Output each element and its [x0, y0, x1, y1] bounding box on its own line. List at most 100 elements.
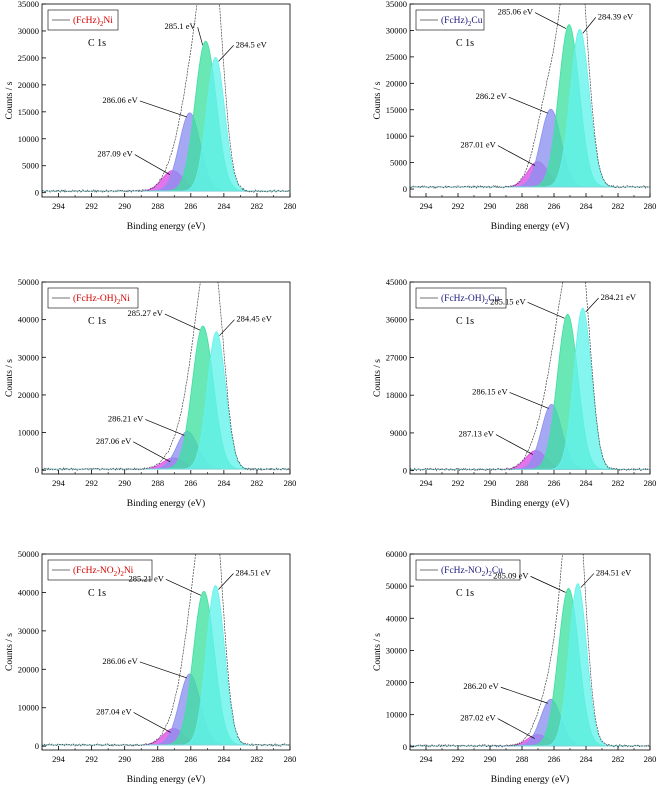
xps-panel-1: 294 292 290 288 286 284 282 280 0 5000 10000 15000 2…	[5, 0, 296, 232]
peak-label-leader	[197, 27, 204, 46]
x-tick-label: 288	[151, 201, 164, 211]
plot-frame	[41, 553, 291, 751]
peak-label-leader	[134, 154, 170, 175]
legend-box	[47, 559, 153, 581]
x-tick-label: 290	[118, 754, 131, 764]
y-tick-label: 40000	[18, 315, 39, 325]
peak-label-leader	[527, 301, 565, 319]
y-tick-label: 10000	[386, 131, 407, 141]
x-tick-label: 290	[484, 201, 497, 211]
y-axis-label: Counts / s	[373, 359, 383, 397]
core-level-annotation: C 1s	[88, 316, 106, 327]
x-tick-label: 284	[580, 201, 594, 211]
x-tick-label: 284	[217, 754, 231, 764]
peak-label: 284.21 eV	[601, 292, 637, 302]
peak-label: 287.01 eV	[460, 140, 496, 150]
xps-panel-3: 294 292 290 288 286 284 282 280 0 10000 20000 30000…	[5, 277, 297, 509]
y-axis-label: Counts / s	[5, 81, 15, 119]
x-tick-label: 290	[484, 478, 497, 488]
y-tick-label: 15000	[18, 107, 39, 117]
peak-label-leader	[585, 297, 599, 313]
plot-area	[410, 282, 650, 472]
legend-box	[415, 559, 521, 581]
y-tick-label: 30000	[18, 26, 39, 36]
peak-label: 287.06 eV	[96, 436, 132, 446]
x-tick-label: 286	[548, 201, 561, 211]
x-tick-label: 282	[251, 754, 264, 764]
x-axis-label: Binding energy (eV)	[491, 221, 569, 232]
peak-label: 286.2 eV	[476, 91, 508, 101]
y-tick-label: 20000	[18, 80, 39, 90]
y-tick-label: 20000	[18, 664, 39, 674]
y-tick-label: 5000	[22, 161, 39, 171]
x-tick-label: 282	[612, 478, 625, 488]
y-tick-label: 0	[403, 184, 407, 194]
x-tick-label: 286	[184, 478, 197, 488]
x-tick-label: 288	[516, 201, 529, 211]
y-tick-label: 10000	[18, 703, 39, 713]
peak-label: 285.21 eV	[128, 573, 164, 583]
legend-label: (FcHz-NO2)2Cu	[441, 565, 503, 578]
peak-label-leader	[218, 45, 234, 62]
y-tick-label: 20000	[386, 678, 407, 688]
y-tick-label: 10000	[18, 428, 39, 438]
y-tick-label: 0	[403, 466, 407, 476]
x-tick-label: 284	[580, 478, 594, 488]
x-tick-label: 292	[85, 478, 98, 488]
peak-label: 286.21 eV	[108, 413, 144, 423]
x-tick-label: 282	[251, 201, 264, 211]
y-tick-label: 30000	[386, 25, 407, 35]
peak-label-leader	[500, 686, 548, 704]
peak-label-leader	[139, 661, 187, 679]
plot-area	[410, 554, 650, 748]
peak-label: 286.06 eV	[102, 95, 138, 105]
peak-label-leader	[133, 712, 171, 733]
y-tick-label: 25000	[18, 53, 39, 63]
xps-panel-6: 294 292 290 288 286 284 282 280 0 10000 20000 30000…	[373, 549, 657, 785]
x-tick-label: 284	[217, 478, 231, 488]
y-tick-label: 10000	[18, 134, 39, 144]
y-tick-label: 20000	[18, 390, 39, 400]
legend-label: (FcHz-NO2)2Ni	[73, 565, 134, 578]
y-tick-label: 30000	[386, 645, 407, 655]
legend-label: (FcHz)2Cu	[441, 15, 483, 28]
y-tick-label: 45000	[386, 277, 407, 287]
x-tick-label: 282	[612, 201, 625, 211]
x-tick-label: 284	[580, 754, 594, 764]
legend-box	[47, 287, 139, 309]
y-tick-label: 5000	[390, 158, 407, 168]
x-tick-label: 282	[251, 478, 264, 488]
y-tick-label: 60000	[386, 549, 407, 559]
plot-frame	[409, 553, 651, 751]
peak-label: 286.20 eV	[463, 681, 499, 691]
y-tick-label: 18000	[386, 390, 407, 400]
x-tick-label: 294	[52, 201, 66, 211]
peak-label: 286.15 eV	[472, 386, 508, 396]
peak-fit-4	[521, 583, 634, 747]
peak-label-leader	[497, 145, 536, 166]
y-tick-label: 30000	[18, 626, 39, 636]
x-axis-label: Binding energy (eV)	[127, 498, 205, 509]
x-tick-label: 292	[452, 201, 465, 211]
legend-box	[415, 9, 485, 31]
x-tick-label: 280	[644, 754, 657, 764]
x-tick-label: 292	[452, 754, 465, 764]
peak-label: 284.39 eV	[598, 11, 634, 21]
peak-label: 285.09 eV	[493, 570, 529, 580]
peak-label: 287.13 eV	[458, 429, 494, 439]
y-tick-label: 50000	[18, 277, 39, 287]
peak-label-leader	[530, 576, 566, 593]
peak-label-leader	[219, 319, 235, 336]
y-tick-label: 15000	[386, 105, 407, 115]
plot-area	[410, 4, 650, 189]
y-tick-label: 36000	[386, 315, 407, 325]
envelope-data-line	[42, 4, 290, 193]
x-tick-label: 280	[284, 478, 297, 488]
x-tick-label: 294	[52, 478, 66, 488]
legend-label: (FcHz)2Ni	[73, 15, 113, 28]
x-tick-label: 290	[118, 478, 131, 488]
y-tick-label: 35000	[18, 0, 39, 9]
envelope-data-line	[410, 282, 650, 472]
peak-label-leader	[497, 718, 535, 739]
